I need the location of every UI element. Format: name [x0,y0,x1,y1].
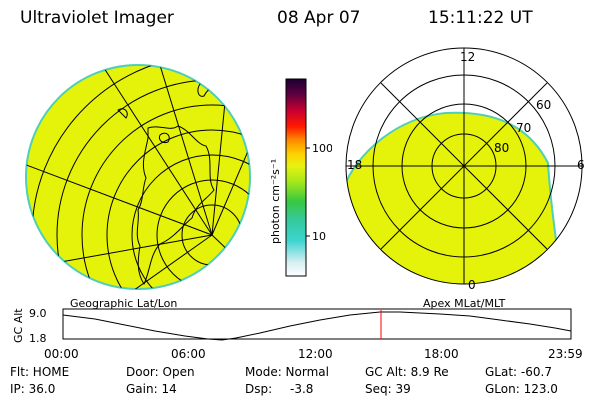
colorbar-scale [285,78,307,277]
mlat-label-80: 80 [494,141,509,155]
status-dsp-value: -3.8 [290,382,314,396]
altitude-plot-frame [62,308,572,340]
geographic-caption: Geographic Lat/Lon [70,297,178,310]
status-glat: GLat: -60.7 [485,365,552,379]
app-title: Ultraviolet Imager [20,8,174,28]
altitude-ylabel: GC Alt [12,308,25,343]
time-tick-0600: 06:00 [171,347,206,361]
mlt-label-0: 0 [468,278,476,292]
time-tick-2359: 23:59 [548,347,583,361]
mlat-label-70: 70 [516,121,531,135]
status-glon: GLon: 123.0 [485,382,558,396]
time-tick-0000: 00:00 [44,347,79,361]
apex-polar-plot: 12 18 6 0 60 70 80 [345,47,585,292]
colorbar-unit-label: photon cm⁻²s⁻¹ [269,159,282,244]
date-label: 08 Apr 07 [277,8,361,28]
colorbar-tick-100: 100 [312,142,332,155]
colorbar-tick-10: 10 [312,230,326,243]
altitude-ytick-high: 9.0 [29,307,47,320]
status-mode: Mode: Normal [245,365,329,379]
altitude-timeline: GC Alt 9.0 1.8 [12,307,572,345]
geographic-image [25,64,251,290]
apex-caption: Apex MLat/MLT [423,297,506,310]
time-tick-1800: 18:00 [424,347,459,361]
altitude-ytick-low: 1.8 [29,332,47,345]
status-gain: Gain: 14 [126,382,177,396]
status-door: Door: Open [126,365,195,379]
status-seq: Seq: 39 [365,382,411,396]
mlt-label-12: 12 [460,50,475,64]
status-ip: IP: 36.0 [10,382,56,396]
mlat-mlt-grid [345,47,583,285]
colorbar: 100 10 photon cm⁻²s⁻¹ [269,78,332,277]
auroral-oval-image [346,111,560,284]
status-gc-alt: GC Alt: 8.9 Re [365,365,449,379]
mlt-label-6: 6 [577,158,585,172]
time-tick-1200: 12:00 [298,347,333,361]
status-dsp-label: Dsp: [245,382,273,396]
status-flt: Flt: HOME [10,365,70,379]
altitude-curve [62,311,572,341]
mlat-label-60: 60 [536,98,551,112]
time-label: 15:11:22 UT [428,8,533,28]
mlt-label-18: 18 [347,158,362,172]
